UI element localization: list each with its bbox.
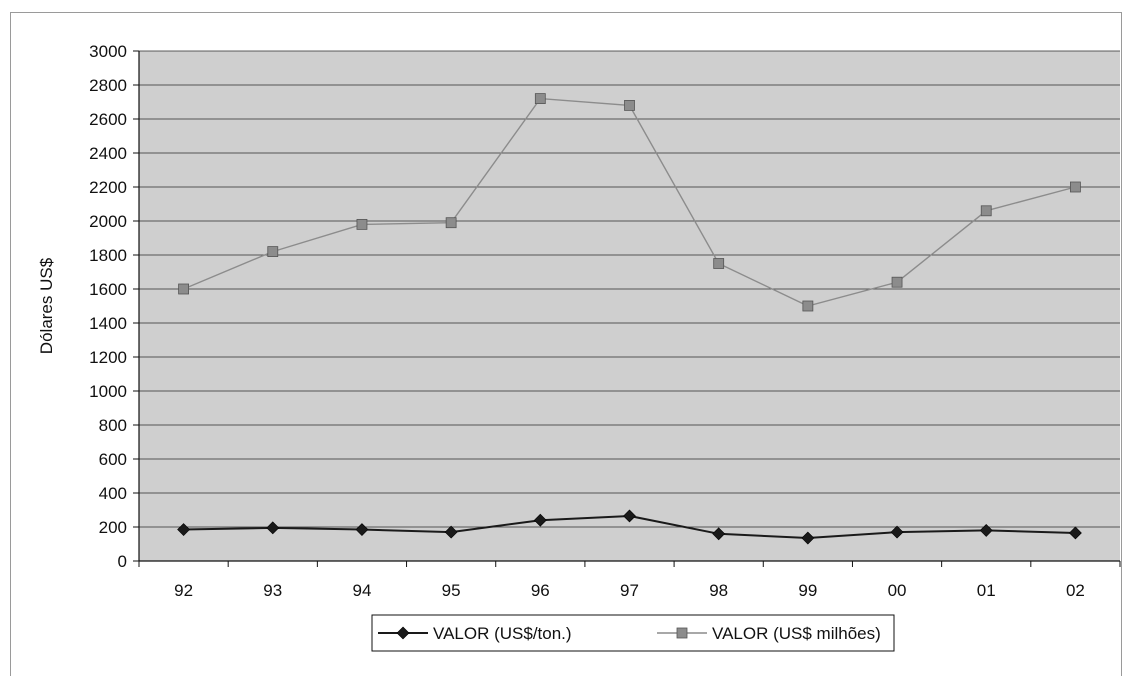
diamond-point xyxy=(890,525,904,539)
square-point xyxy=(178,283,189,295)
y-tick-label: 1400 xyxy=(89,314,127,333)
legend-swatch-marker xyxy=(396,626,410,640)
diamond-point xyxy=(444,525,458,539)
y-tick-label: 2200 xyxy=(89,178,127,197)
series-2 xyxy=(178,93,1081,312)
x-tick-label: 95 xyxy=(442,581,461,600)
y-tick-label: 1200 xyxy=(89,348,127,367)
y-tick-label: 600 xyxy=(99,450,127,469)
series-layer xyxy=(177,93,1082,545)
square-point xyxy=(980,205,992,217)
diamond-point xyxy=(801,531,815,545)
legend: VALOR (US$/ton.) VALOR (US$ milhões) xyxy=(371,614,895,652)
y-axis-title: Dólares US$ xyxy=(37,257,56,354)
square-point xyxy=(267,246,279,258)
y-tick-label: 1800 xyxy=(89,246,127,265)
x-tick-label: 96 xyxy=(531,581,550,600)
legend-label: VALOR (US$/ton.) xyxy=(433,624,572,643)
y-tick-label: 2800 xyxy=(89,76,127,95)
square-point xyxy=(891,276,903,288)
square-point xyxy=(445,217,457,229)
y-tick-label: 2000 xyxy=(89,212,127,231)
y-tick-label: 2600 xyxy=(89,110,127,129)
square-point xyxy=(713,258,725,269)
x-tick-label: 94 xyxy=(352,581,371,600)
x-tick-label: 92 xyxy=(174,581,193,600)
y-tick-label: 0 xyxy=(118,552,127,571)
y-tick-label: 200 xyxy=(99,518,127,537)
x-tick-labels: 92 93 94 95 96 97 98 99 00 01 02 xyxy=(174,581,1085,600)
y-tick-labels: 0 200 400 600 800 1000 1200 1400 1600 1800 2000 220… xyxy=(89,42,127,571)
legend-label: VALOR (US$ milhões) xyxy=(712,624,881,643)
y-tick-label: 1000 xyxy=(89,382,127,401)
diamond-point xyxy=(266,521,280,535)
axes xyxy=(133,50,1121,567)
chart-frame xyxy=(10,12,1122,676)
x-tick-label: 02 xyxy=(1066,581,1085,600)
gridlines xyxy=(139,50,1120,562)
x-tick-label: 97 xyxy=(620,581,639,600)
square-point xyxy=(624,100,635,111)
legend-item-2: VALOR (US$ milhões) xyxy=(657,624,881,643)
diamond-point xyxy=(712,527,726,541)
square-point xyxy=(802,300,814,312)
y-tick-label: 400 xyxy=(99,484,127,503)
legend-items: VALOR (US$/ton.) VALOR (US$ milhões) xyxy=(378,624,881,643)
x-tick-label: 01 xyxy=(977,581,996,600)
y-tick-label: 2400 xyxy=(89,144,127,163)
legend-swatch-marker xyxy=(676,627,688,639)
square-point xyxy=(1070,181,1081,193)
x-tick-label: 00 xyxy=(888,581,907,600)
legend-box xyxy=(371,614,895,652)
diamond-point xyxy=(1068,526,1082,540)
y-tick-label: 1600 xyxy=(89,280,127,299)
square-point xyxy=(356,218,368,230)
series-1 xyxy=(177,509,1082,545)
x-tick-label: 99 xyxy=(798,581,817,600)
x-tick-label: 98 xyxy=(709,581,728,600)
diamond-point xyxy=(355,523,369,536)
y-tick-label: 3000 xyxy=(89,42,127,61)
diamond-point xyxy=(623,509,636,523)
square-point xyxy=(534,93,546,104)
legend-item-1: VALOR (US$/ton.) xyxy=(378,624,572,643)
plot-area xyxy=(139,51,1120,561)
diamond-point xyxy=(979,523,993,537)
x-tick-label: 93 xyxy=(263,581,282,600)
y-tick-label: 800 xyxy=(99,416,127,435)
diamond-point xyxy=(177,523,191,536)
diamond-point xyxy=(533,513,547,527)
